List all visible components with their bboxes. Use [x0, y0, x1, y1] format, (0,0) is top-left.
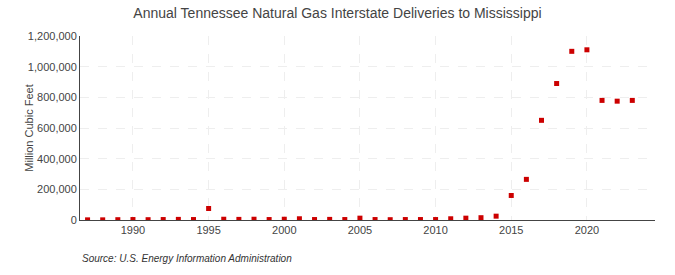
svg-text:1,000,000: 1,000,000 — [28, 61, 77, 73]
svg-text:Annual Tennessee Natural Gas I: Annual Tennessee Natural Gas Interstate … — [133, 5, 541, 21]
svg-text:2005: 2005 — [348, 224, 372, 236]
svg-text:200,000: 200,000 — [37, 183, 77, 195]
svg-text:1995: 1995 — [196, 224, 220, 236]
svg-text:Source: U.S. Energy Informatio: Source: U.S. Energy Information Administ… — [82, 253, 292, 264]
svg-text:2020: 2020 — [575, 224, 599, 236]
svg-text:1990: 1990 — [121, 224, 145, 236]
svg-text:2010: 2010 — [423, 224, 447, 236]
svg-text:2000: 2000 — [272, 224, 296, 236]
svg-text:1,200,000: 1,200,000 — [28, 30, 77, 42]
svg-text:800,000: 800,000 — [37, 91, 77, 103]
svg-text:0: 0 — [71, 214, 77, 226]
svg-text:2015: 2015 — [499, 224, 523, 236]
svg-text:Million Cubic Feet: Million Cubic Feet — [23, 84, 35, 171]
svg-text:400,000: 400,000 — [37, 153, 77, 165]
svg-text:600,000: 600,000 — [37, 122, 77, 134]
